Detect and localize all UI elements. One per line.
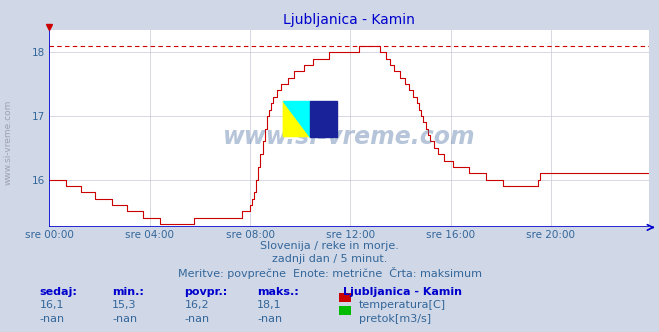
Polygon shape: [310, 101, 337, 136]
Text: -nan: -nan: [112, 314, 137, 324]
Text: sedaj:: sedaj:: [40, 287, 77, 297]
Text: 16,2: 16,2: [185, 300, 209, 310]
Text: temperatura[C]: temperatura[C]: [359, 300, 446, 310]
Text: 15,3: 15,3: [112, 300, 136, 310]
Text: povpr.:: povpr.:: [185, 287, 228, 297]
Text: 18,1: 18,1: [257, 300, 281, 310]
Text: Slovenija / reke in morje.: Slovenija / reke in morje.: [260, 241, 399, 251]
Text: Meritve: povprečne  Enote: metrične  Črta: maksimum: Meritve: povprečne Enote: metrične Črta:…: [177, 267, 482, 279]
Text: min.:: min.:: [112, 287, 144, 297]
Text: pretok[m3/s]: pretok[m3/s]: [359, 314, 431, 324]
Text: www.si-vreme.com: www.si-vreme.com: [3, 100, 13, 186]
Title: Ljubljanica - Kamin: Ljubljanica - Kamin: [283, 13, 415, 27]
Polygon shape: [283, 101, 310, 136]
Text: maks.:: maks.:: [257, 287, 299, 297]
Text: www.si-vreme.com: www.si-vreme.com: [223, 124, 476, 148]
Text: -nan: -nan: [257, 314, 282, 324]
Text: zadnji dan / 5 minut.: zadnji dan / 5 minut.: [272, 254, 387, 264]
Polygon shape: [283, 101, 310, 136]
Text: Ljubljanica - Kamin: Ljubljanica - Kamin: [343, 287, 462, 297]
Text: 16,1: 16,1: [40, 300, 64, 310]
Text: -nan: -nan: [185, 314, 210, 324]
Text: -nan: -nan: [40, 314, 65, 324]
